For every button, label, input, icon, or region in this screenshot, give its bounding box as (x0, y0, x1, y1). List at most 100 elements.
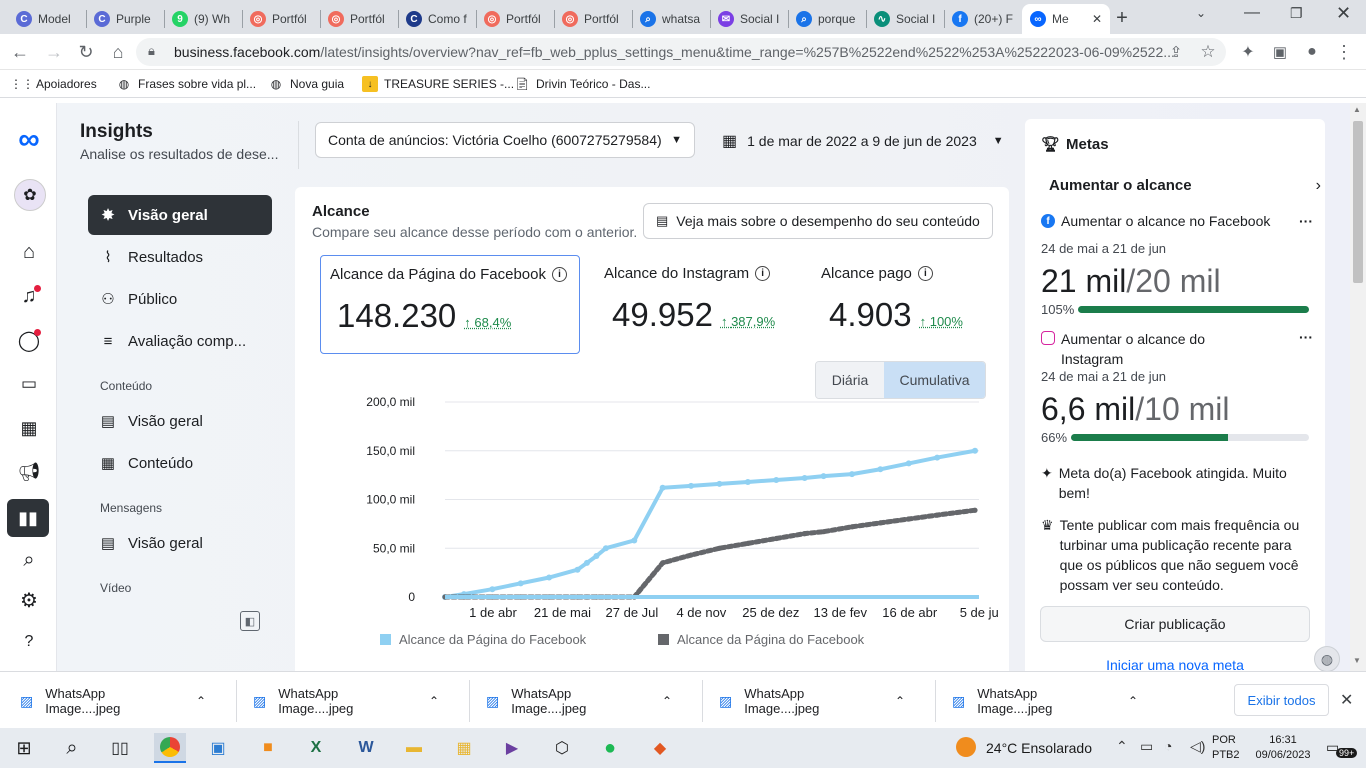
increase-reach-section[interactable]: Aumentar o alcance › (1049, 177, 1321, 195)
weather-text[interactable]: 24°C Ensolarado (986, 740, 1092, 756)
more-options-icon[interactable]: ··· (1299, 329, 1313, 345)
more-options-icon[interactable]: ··· (1299, 213, 1313, 229)
ads-icon[interactable]: 📢︎ (17, 461, 41, 482)
bookmark-nova-guia[interactable]: ◍ Nova guia (268, 76, 344, 92)
metric-instagram-reach[interactable]: Alcance do Instagram i 49.952 ↑ 387,9% (604, 265, 794, 365)
bookmark-drivin[interactable]: 📄︎ Drivin Teórico - Das... (514, 76, 650, 92)
nav-results[interactable]: ⌇ Resultados (88, 237, 272, 277)
browser-tab[interactable]: 9 (9) Wh (164, 4, 240, 34)
word-icon[interactable]: W (358, 739, 374, 756)
extensions-icon[interactable]: ✦ (1241, 44, 1255, 61)
chevron-up-icon[interactable]: ⌃ (894, 694, 905, 708)
spotify-icon[interactable]: ● (603, 736, 617, 759)
nav-content[interactable]: ▦ Conteúdo (88, 443, 272, 483)
task-view-icon[interactable]: ▯▯ (111, 740, 129, 757)
daily-toggle-button[interactable]: Diária (816, 362, 884, 398)
nav-benchmark[interactable]: ≡ Avaliação comp... (88, 321, 272, 361)
content-icon[interactable]: ▭ (20, 374, 38, 393)
create-post-button[interactable]: Criar publicação (1040, 606, 1310, 642)
home-nav-icon[interactable]: ⌂ (22, 240, 36, 263)
browser-tab[interactable]: ⌕ porque (788, 4, 864, 34)
volume-icon[interactable]: ◁) (1190, 738, 1206, 754)
download-item[interactable]: ▨ WhatsApp Image....jpeg ⌃ (0, 686, 220, 716)
browser-tab[interactable]: ◎ Portfól (242, 4, 318, 34)
bookmark-apoiadores[interactable]: ⋮⋮ Apoiadores (10, 76, 97, 92)
menu-icon[interactable]: ⋮ (1335, 41, 1353, 62)
nav-content-overview[interactable]: ▤ Visão geral (88, 401, 272, 441)
search-icon[interactable]: ⌕ (66, 736, 78, 759)
clock[interactable]: 16:31 09/06/2023 (1250, 733, 1316, 763)
chevron-up-icon[interactable]: ⌃ (1127, 694, 1138, 708)
minimize-icon[interactable]: — (1244, 4, 1260, 21)
scroll-up-icon[interactable]: ▲ (1353, 105, 1361, 114)
help-globe-icon[interactable]: ◍ (1314, 646, 1340, 671)
app-icon[interactable]: ◆ (653, 740, 667, 757)
forward-icon[interactable]: → (45, 41, 63, 62)
file-explorer-icon[interactable]: ▬ (406, 739, 422, 756)
new-goal-link[interactable]: Iniciar uma nova meta (1106, 657, 1244, 671)
browser-tab[interactable]: ✉ Social I (710, 4, 786, 34)
excel-icon[interactable]: X (310, 739, 322, 756)
info-icon[interactable]: i (551, 267, 567, 282)
bookmark-frases[interactable]: ◍ Frases sobre vida pl... (116, 76, 256, 92)
date-range-picker[interactable]: ▦ 1 de mar de 2022 a 9 de jun de 2023 ▼ (722, 131, 1004, 151)
download-item[interactable]: ▨ WhatsApp Image....jpeg ⌃ (932, 686, 1152, 716)
nav-messages-overview[interactable]: ▤ Visão geral (88, 523, 272, 563)
browser-tab[interactable]: ∞ Me ✕ (1022, 4, 1110, 34)
browser-tab[interactable]: ⌕ whatsa (632, 4, 708, 34)
bookmark-treasure[interactable]: ↓ TREASURE SERIES -... (362, 76, 514, 92)
reload-icon[interactable]: ↻ (78, 41, 94, 62)
close-window-icon[interactable]: ✕ (1336, 3, 1352, 23)
close-tab-icon[interactable]: ✕ (1091, 12, 1102, 26)
meta-logo-icon[interactable]: ∞ (18, 123, 40, 156)
chevron-up-icon[interactable]: ⌃ (661, 694, 672, 708)
side-panel-icon[interactable]: ▣ (1272, 44, 1288, 61)
language-indicator[interactable]: POR PTB2 (1212, 733, 1240, 763)
nav-overview[interactable]: ✸ Visão geral (88, 195, 272, 235)
page-scrollbar[interactable]: ▲ ▼ (1350, 103, 1366, 671)
search-icon[interactable]: ⌕ (23, 548, 35, 571)
browser-tab[interactable]: C Purple (86, 4, 162, 34)
account-select[interactable]: Conta de anúncios: Victória Coelho (6007… (315, 122, 695, 158)
metric-facebook-reach[interactable]: Alcance da Página do Facebook i 148.230 ↑ … (320, 255, 580, 354)
wps-icon[interactable]: ■ (263, 739, 273, 756)
download-item[interactable]: ▨ WhatsApp Image....jpeg ⌃ (699, 686, 919, 716)
help-icon[interactable]: ? (24, 633, 34, 650)
download-item[interactable]: ▨ WhatsApp Image....jpeg ⌃ (466, 686, 686, 716)
metric-paid-reach[interactable]: Alcance pago i 4.903 ↑ 100% (821, 265, 991, 365)
nav-audience[interactable]: ⚇ Público (88, 279, 272, 319)
cumulative-toggle-button[interactable]: Cumulativa (884, 362, 985, 398)
home-icon[interactable]: ⌂ (112, 41, 124, 62)
info-icon[interactable]: i (917, 266, 933, 281)
collapse-sidebar-icon[interactable]: ◧ (240, 611, 260, 631)
info-icon[interactable]: i (755, 266, 771, 281)
chevron-up-icon[interactable]: ⌃ (428, 694, 439, 708)
wifi-icon[interactable]: ◔ (1164, 738, 1173, 754)
media-icon[interactable]: ▶ (505, 740, 519, 757)
bookmark-star-icon[interactable]: ☆ (1200, 42, 1216, 61)
restore-icon[interactable]: ❐ (1290, 5, 1303, 21)
network-icon[interactable]: ▭ (1140, 738, 1154, 754)
address-bar[interactable]: 🔒︎ business.facebook.com/latest/insights… (136, 38, 1226, 66)
more-performance-button[interactable]: ▤ Veja mais sobre o desempenho do seu co… (643, 203, 993, 239)
browser-tab[interactable]: ∿ Social I (866, 4, 942, 34)
browser-tab[interactable]: ◎ Portfól (320, 4, 396, 34)
chevron-up-icon[interactable]: ⌃ (195, 694, 206, 708)
scroll-down-icon[interactable]: ▼ (1353, 656, 1361, 665)
browser-tab[interactable]: f (20+) F (944, 4, 1020, 34)
account-avatar[interactable]: ✿ (14, 179, 46, 211)
browser-tab[interactable]: C Como f (398, 4, 474, 34)
download-item[interactable]: ▨ WhatsApp Image....jpeg ⌃ (233, 686, 453, 716)
browser-tab[interactable]: ◎ Portfól (476, 4, 552, 34)
share-icon[interactable]: ⇪ (1169, 44, 1183, 61)
windows-start-icon[interactable]: ⊞ (16, 737, 32, 758)
show-all-downloads-button[interactable]: Exibir todos (1234, 684, 1329, 716)
chrome-taskbar-icon[interactable] (154, 733, 186, 763)
browser-tab[interactable]: ◎ Portfól (554, 4, 630, 34)
insights-nav-icon[interactable]: ▮▮ (7, 499, 49, 537)
browser-tab[interactable]: C Model (8, 4, 84, 34)
notification-center-icon[interactable]: ▭ (1326, 739, 1340, 755)
planner-icon[interactable]: ▦ (20, 417, 38, 438)
settings-icon[interactable]: ⚙ (20, 589, 38, 612)
profile-icon[interactable]: ● (1307, 43, 1317, 60)
